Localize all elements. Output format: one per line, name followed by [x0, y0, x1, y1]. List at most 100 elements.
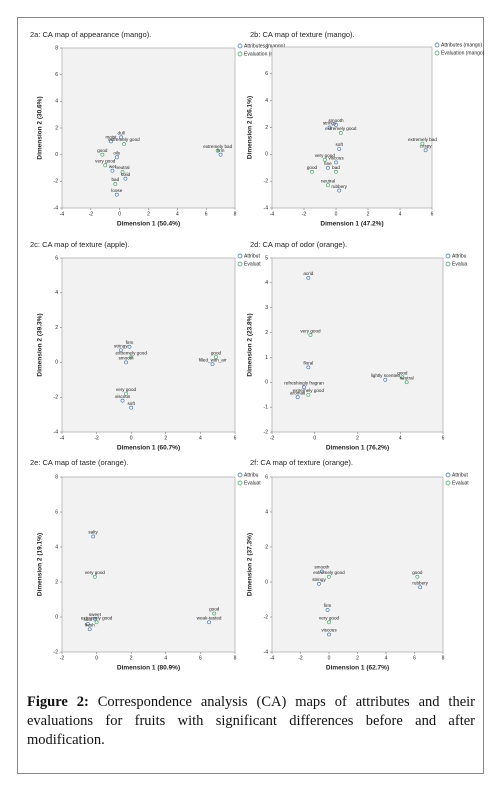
point-label: viscous: [328, 156, 344, 161]
point: [420, 141, 425, 146]
legend-label: Attribut: [452, 472, 468, 478]
y-tick-label: -4: [264, 649, 269, 655]
y-tick-label: 4: [265, 509, 268, 515]
point: [92, 574, 97, 579]
x-tick-label: -4: [270, 655, 275, 661]
point: [383, 377, 388, 382]
point: [308, 333, 313, 337]
point-label: very good: [315, 153, 336, 158]
point-label: refreshingly fragran: [284, 380, 324, 385]
point-label: bad: [332, 165, 340, 170]
x-tick-label: 6: [199, 655, 202, 661]
point: [113, 182, 118, 186]
point-label: rubbery: [331, 184, 347, 189]
plot-area: [271, 476, 444, 653]
point: [114, 192, 119, 197]
point-label: extremely good: [325, 126, 357, 131]
point: [119, 135, 124, 140]
y-tick-label: 4: [55, 290, 58, 296]
point: [118, 348, 123, 353]
plot-area: [61, 476, 236, 653]
y-axis-label: Dimension 2 (23.8%): [247, 313, 254, 376]
y-tick-label: 0: [265, 380, 268, 386]
y-tick-label: 0: [55, 614, 58, 620]
plot-area: [271, 46, 433, 209]
x-tick-label: 0: [95, 655, 98, 661]
point-label: acrid: [303, 271, 313, 276]
point-label: stringy: [312, 577, 326, 582]
point: [215, 148, 220, 153]
y-axis-label: Dimension 2 (26.1%): [247, 96, 254, 159]
point: [103, 163, 108, 168]
x-tick-label: -2: [302, 211, 307, 217]
plot-area: [61, 47, 236, 209]
x-tick-label: -2: [298, 655, 303, 661]
x-tick-label: 4: [399, 435, 402, 441]
x-tick-label: 0: [335, 211, 338, 217]
point: [327, 574, 331, 579]
panel: 2f: CA map of texture (orange). -4 -2 0 2 4 6 8…: [247, 458, 470, 672]
point-label: good: [97, 148, 108, 153]
y-tick-label: -4: [54, 429, 59, 435]
point-label: good: [412, 570, 423, 575]
legend-swatch: [445, 261, 451, 267]
y-tick-label: 0: [55, 152, 58, 158]
point-label: firm: [126, 340, 134, 345]
point: [120, 170, 125, 174]
point-label: very good: [85, 570, 106, 575]
point: [123, 176, 128, 181]
point-label: smooth: [328, 118, 344, 123]
point: [127, 344, 132, 349]
legend-label: Evaluation (mango): [244, 51, 288, 57]
legend-swatch: [237, 51, 243, 57]
point: [338, 130, 343, 135]
x-tick-label: 8: [234, 655, 237, 661]
y-tick-label: 2: [55, 125, 58, 131]
point: [120, 398, 125, 403]
point-label: moist: [106, 135, 118, 140]
point-label: sour: [83, 617, 92, 622]
point-label: neutral: [116, 165, 130, 170]
point-label: good: [307, 165, 318, 170]
caption: Figure 2: Correspondence analysis (CA) m…: [27, 693, 475, 750]
point: [306, 275, 311, 280]
y-tick-label: -4: [54, 205, 59, 211]
y-tick-label: -2: [264, 178, 269, 184]
point: [327, 620, 331, 625]
point: [306, 365, 311, 370]
point-label: extremely good: [313, 570, 345, 575]
x-tick-label: 8: [234, 211, 237, 217]
point: [114, 155, 119, 160]
point-label: viscous: [115, 394, 131, 399]
point-label: floral: [303, 361, 313, 366]
legend-swatch: [237, 43, 243, 49]
legend-label: Attributes (mango): [244, 43, 285, 49]
point: [295, 395, 300, 400]
legend-swatch: [434, 50, 440, 56]
legend-swatch: [445, 480, 451, 486]
point: [302, 385, 306, 390]
x-tick-label: -2: [94, 435, 99, 441]
point: [129, 355, 134, 360]
y-tick-label: 4: [265, 280, 268, 286]
x-tick-label: 8: [442, 655, 445, 661]
point-label: oily: [113, 151, 121, 156]
point: [334, 122, 338, 127]
x-tick-label: 4: [199, 435, 202, 441]
y-tick-label: 6: [55, 509, 58, 515]
legend-label: Evalua: [452, 261, 468, 267]
point-label: soft: [335, 142, 343, 147]
point-label: salty: [88, 530, 98, 535]
x-tick-label: 4: [385, 655, 388, 661]
panel: 2b: CA map of texture (mango). -4 -2 0 2 4 6 -4…: [247, 30, 485, 228]
y-tick-label: 6: [55, 72, 58, 78]
point: [310, 169, 314, 174]
y-tick-label: 2: [265, 125, 268, 131]
x-tick-label: 2: [147, 211, 150, 217]
point: [87, 627, 92, 632]
caption-label: Figure 2:: [27, 694, 89, 710]
point-label: good: [211, 350, 222, 355]
point: [327, 632, 331, 637]
figure: 2a: CA map of appearance (mango). -4 -2 0 2 4…: [30, 30, 485, 672]
